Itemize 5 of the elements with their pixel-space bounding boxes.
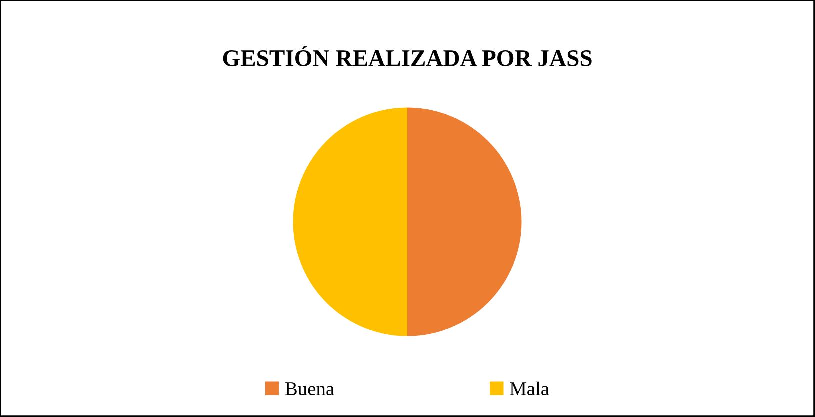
chart-title: GESTIÓN REALIZADA POR JASS [223, 46, 592, 66]
pie-slice [408, 108, 522, 336]
legend-label: Buena [285, 382, 334, 396]
legend-label: Mala [510, 382, 550, 396]
pie-slice [293, 108, 408, 336]
